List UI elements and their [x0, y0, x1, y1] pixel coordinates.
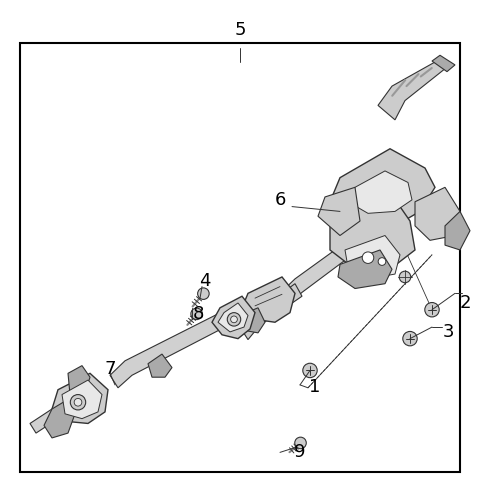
Circle shape [403, 332, 417, 346]
Polygon shape [52, 374, 108, 423]
Circle shape [399, 271, 411, 283]
Polygon shape [330, 192, 415, 269]
Text: 2: 2 [459, 294, 471, 312]
Polygon shape [44, 399, 75, 438]
Polygon shape [280, 221, 382, 306]
Polygon shape [240, 284, 302, 340]
Circle shape [230, 316, 237, 323]
Polygon shape [30, 409, 58, 433]
Circle shape [425, 302, 439, 317]
Text: 6: 6 [274, 191, 286, 209]
Circle shape [74, 398, 82, 406]
Polygon shape [378, 62, 445, 120]
Polygon shape [445, 212, 470, 250]
Text: 3: 3 [442, 323, 454, 341]
Text: 1: 1 [309, 378, 321, 396]
Polygon shape [432, 55, 455, 72]
Text: 5: 5 [234, 21, 246, 39]
Bar [20, 43, 460, 472]
Text: 7: 7 [104, 361, 116, 378]
Polygon shape [242, 277, 295, 322]
Circle shape [228, 313, 241, 326]
Circle shape [303, 363, 317, 377]
Polygon shape [148, 354, 172, 377]
Circle shape [191, 308, 203, 320]
Circle shape [295, 437, 306, 449]
Polygon shape [348, 171, 412, 213]
Polygon shape [415, 187, 460, 241]
Polygon shape [240, 308, 265, 333]
Text: 8: 8 [192, 305, 204, 323]
Text: 4: 4 [199, 272, 211, 290]
Circle shape [378, 257, 386, 265]
Circle shape [198, 288, 209, 299]
Polygon shape [330, 149, 435, 226]
Polygon shape [62, 380, 102, 419]
Polygon shape [345, 236, 400, 279]
Polygon shape [218, 303, 248, 332]
Circle shape [70, 394, 86, 410]
Polygon shape [68, 366, 90, 394]
Polygon shape [212, 296, 255, 339]
Text: 9: 9 [294, 443, 306, 461]
Circle shape [362, 252, 374, 263]
Polygon shape [110, 308, 238, 388]
Polygon shape [318, 187, 360, 236]
Polygon shape [338, 250, 392, 288]
